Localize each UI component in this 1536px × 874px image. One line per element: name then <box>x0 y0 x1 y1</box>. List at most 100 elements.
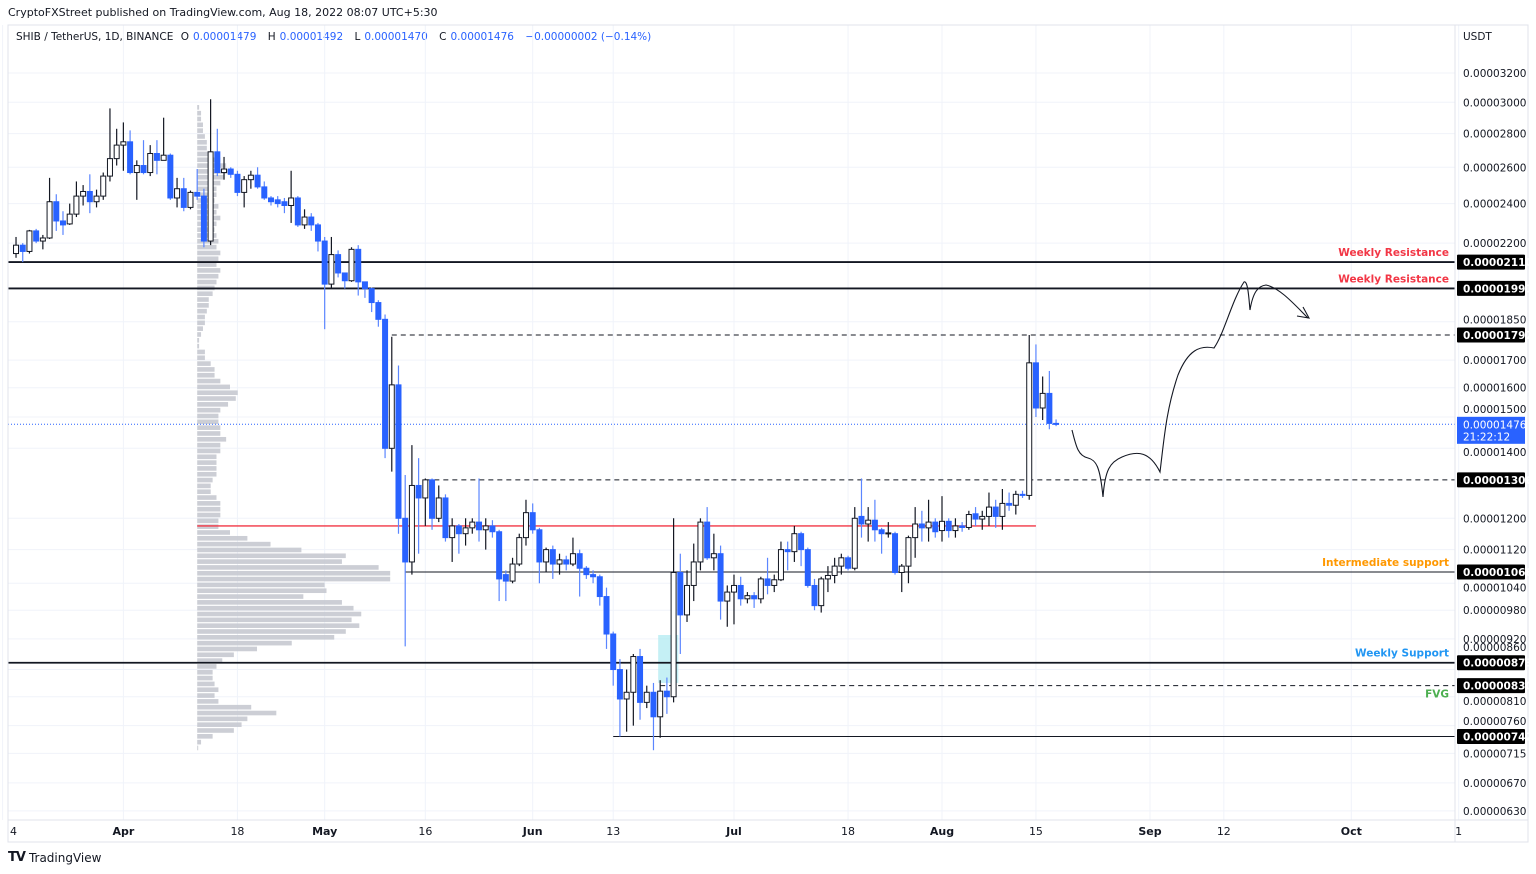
candle-body <box>596 576 603 598</box>
candle-body <box>281 201 288 207</box>
candle <box>355 245 362 296</box>
volume-profile-bar <box>197 250 221 256</box>
candle-body <box>140 165 147 174</box>
candle <box>214 128 221 177</box>
candle <box>677 553 684 654</box>
candle <box>972 507 979 526</box>
candle <box>180 177 187 212</box>
candle-body <box>918 523 925 529</box>
volume-profile-bar <box>197 489 211 495</box>
candle <box>529 503 536 534</box>
volume-profile-bar <box>197 658 223 663</box>
candle <box>744 592 751 604</box>
candle-body <box>294 197 301 226</box>
candle <box>26 229 33 254</box>
price-axis[interactable]: 0.00003200 0.00003000 0.00002800 0.00002600… <box>1463 68 1526 818</box>
price-tick-label: 0.00001850 <box>1463 314 1526 326</box>
candle-body <box>234 173 241 193</box>
volume-profile-bar <box>197 396 236 401</box>
time-tick-label: 12 <box>1217 825 1231 838</box>
volume-profile-bar <box>197 436 227 442</box>
time-tick-label: 1 <box>1455 825 1462 838</box>
candle-body <box>925 521 932 529</box>
brand-name: TradingView <box>28 850 102 865</box>
candle <box>113 128 120 166</box>
price-badge <box>1457 678 1525 694</box>
candle-body <box>730 584 737 593</box>
candle <box>610 631 617 686</box>
volume-profile-bar <box>197 372 215 378</box>
candle-body <box>442 497 449 539</box>
candle <box>120 122 127 171</box>
candle <box>33 228 40 244</box>
volume-profile-bar <box>197 559 342 564</box>
volume-profile-bar <box>197 483 211 489</box>
candle <box>1053 419 1060 427</box>
price-badge <box>1457 564 1525 580</box>
candle <box>100 172 107 200</box>
candle <box>630 653 637 726</box>
volume-profile-bar <box>197 704 252 710</box>
candle-body <box>851 517 858 569</box>
candle <box>422 478 429 526</box>
candle-body <box>221 168 228 174</box>
volume-profile-bar <box>197 535 248 541</box>
candle-body <box>858 515 865 525</box>
candle <box>522 499 529 546</box>
price-tick-label: 0.00000980 <box>1463 605 1526 617</box>
candle-body <box>39 237 46 242</box>
volume-profile-bar <box>197 425 221 430</box>
candle-body <box>308 216 315 226</box>
price-tick-label: 0.00000760 <box>1463 716 1526 728</box>
candle-body <box>59 220 66 226</box>
candle <box>187 190 194 210</box>
candle <box>965 510 972 530</box>
forecast-arrowhead-icon <box>1296 306 1311 319</box>
volume-profile-bar <box>197 390 238 396</box>
candle-body <box>992 506 999 517</box>
volume-profile-bar <box>197 145 207 151</box>
symbol-name[interactable]: SHIB / TetherUS, 1D, BINANCE <box>16 31 174 43</box>
volume-profile-bar <box>197 652 234 658</box>
candle-body <box>80 190 87 197</box>
time-axis[interactable]: 4 Apr 18 May 16 Jun 13 Jul 18 Aug 15 Sep 12 Oct 1 <box>10 825 1462 838</box>
price-axis-unit: USDT <box>1463 31 1492 43</box>
candle-body <box>590 574 597 578</box>
price-badge-text: 0.00000742 <box>1463 732 1533 744</box>
candle-body <box>878 529 885 535</box>
ohlc-low: L 0.00001470 <box>354 31 431 43</box>
candle-body <box>717 553 724 602</box>
tradingview-logo-icon: 𝗧𝗩 <box>8 850 26 865</box>
candle-body <box>623 691 630 700</box>
candle-body <box>227 168 234 175</box>
candle-body <box>824 574 831 580</box>
candle-body <box>972 513 979 520</box>
candle <box>905 535 912 584</box>
grid <box>2 25 1460 820</box>
candle <box>563 555 570 571</box>
candle <box>751 592 758 608</box>
candle <box>663 677 670 714</box>
candle <box>174 177 181 208</box>
time-tick-label: 18 <box>841 825 855 838</box>
candle <box>73 181 80 218</box>
open-value: 0.00001479 <box>192 31 257 43</box>
candle-body <box>650 691 657 718</box>
price-badge-text: 0.00001797 <box>1463 330 1533 342</box>
candle-body <box>254 174 261 188</box>
candle-body <box>569 553 576 565</box>
candle <box>824 566 831 593</box>
candle-body <box>274 199 281 205</box>
candle-body <box>1012 493 1019 506</box>
time-tick-label: Apr <box>112 825 134 838</box>
candle <box>730 574 737 625</box>
candle-body <box>670 571 677 698</box>
candle-body <box>985 506 992 517</box>
volume-profile-bar <box>197 693 215 698</box>
candle <box>368 287 375 313</box>
candle-body <box>744 595 751 600</box>
volume-profile-bar <box>197 565 379 570</box>
candle <box>274 196 281 208</box>
candle-body <box>811 584 818 607</box>
